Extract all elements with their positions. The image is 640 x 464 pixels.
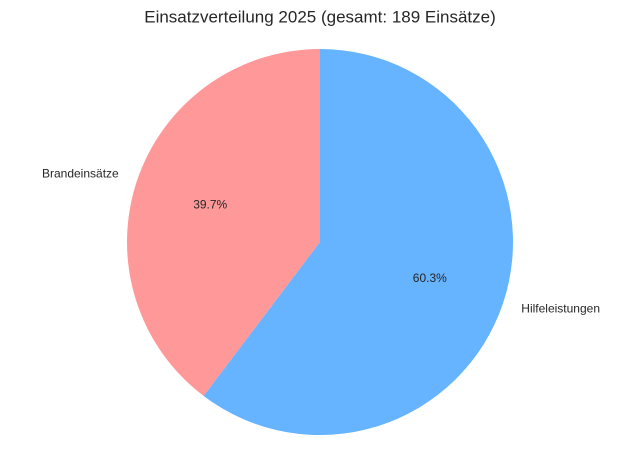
slice-label: Hilfeleistungen: [521, 302, 600, 316]
pie-slice: [203, 49, 514, 436]
pie-slice: [126, 49, 320, 396]
value-label: 39.7%: [193, 197, 227, 211]
value-label: 60.3%: [413, 271, 447, 285]
chart-title: Einsatzverteilung 2025 (gesamt: 189 Eins…: [144, 7, 496, 26]
slice-label: Brandeinsätze: [42, 167, 119, 181]
